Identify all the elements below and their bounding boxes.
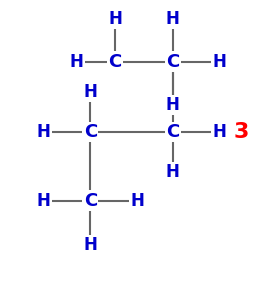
- Text: H: H: [166, 96, 179, 114]
- Text: H: H: [130, 192, 144, 210]
- Text: C: C: [166, 123, 179, 141]
- Text: H: H: [108, 10, 122, 28]
- Text: H: H: [166, 163, 179, 181]
- Text: H: H: [84, 83, 97, 101]
- Text: H: H: [37, 123, 51, 141]
- Text: C: C: [84, 123, 97, 141]
- Text: H: H: [70, 53, 84, 71]
- Text: C: C: [166, 53, 179, 71]
- Text: H: H: [166, 10, 179, 28]
- Text: H: H: [212, 123, 226, 141]
- Text: H: H: [212, 53, 226, 71]
- Text: H: H: [37, 192, 51, 210]
- Text: 3: 3: [233, 122, 249, 142]
- Text: H: H: [84, 236, 97, 254]
- Text: C: C: [109, 53, 122, 71]
- Text: C: C: [84, 192, 97, 210]
